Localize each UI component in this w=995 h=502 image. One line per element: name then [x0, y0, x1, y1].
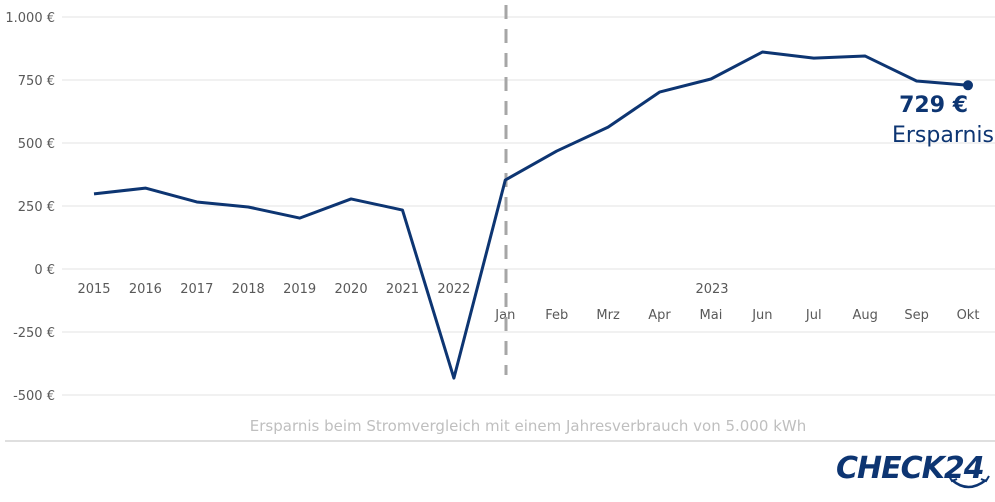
x-category-label: 2017 — [180, 282, 213, 297]
x-category-label: 2019 — [283, 282, 316, 297]
x-category-label: Apr — [648, 308, 671, 323]
x-category-label: Sep — [904, 308, 929, 323]
x-category-label: Jul — [805, 308, 822, 323]
x-category-label: 2020 — [335, 282, 368, 297]
check24-logo: CHECK24 — [836, 451, 990, 489]
y-tick-label: 250 € — [18, 200, 55, 215]
svg-text:CHECK24: CHECK24 — [836, 451, 984, 486]
y-tick-label: 500 € — [18, 137, 55, 152]
x-category-label: Okt — [957, 308, 980, 323]
x-category-label: Aug — [852, 308, 877, 323]
x-category-label: 2016 — [129, 282, 162, 297]
y-tick-label: 750 € — [18, 74, 55, 89]
x-category-label: Jan — [494, 308, 515, 323]
y-tick-label: 1.000 € — [5, 11, 55, 26]
x-category-label: Mai — [700, 308, 723, 323]
y-tick-label: 0 € — [34, 263, 55, 278]
x-category-label: 2022 — [437, 282, 470, 297]
series-line-ersparnis — [93, 50, 969, 380]
end-point-marker — [963, 80, 973, 91]
y-tick-label: -500 € — [13, 389, 55, 404]
chart-title: Ersparnis beim Stromvergleich mit einem … — [250, 417, 806, 435]
y-tick-label: -250 € — [13, 326, 55, 341]
x-category-label: Mrz — [596, 308, 620, 323]
annotation-value: 729 € — [899, 93, 968, 118]
x-category-label: 2021 — [386, 282, 419, 297]
x-category-label: Jun — [751, 308, 772, 323]
annotation-label: Ersparnis — [892, 123, 994, 148]
x-category-label: 2018 — [232, 282, 265, 297]
x-category-label: 2015 — [77, 282, 110, 297]
group-label-2023: 2023 — [695, 282, 728, 297]
x-category-label: Feb — [545, 308, 568, 323]
